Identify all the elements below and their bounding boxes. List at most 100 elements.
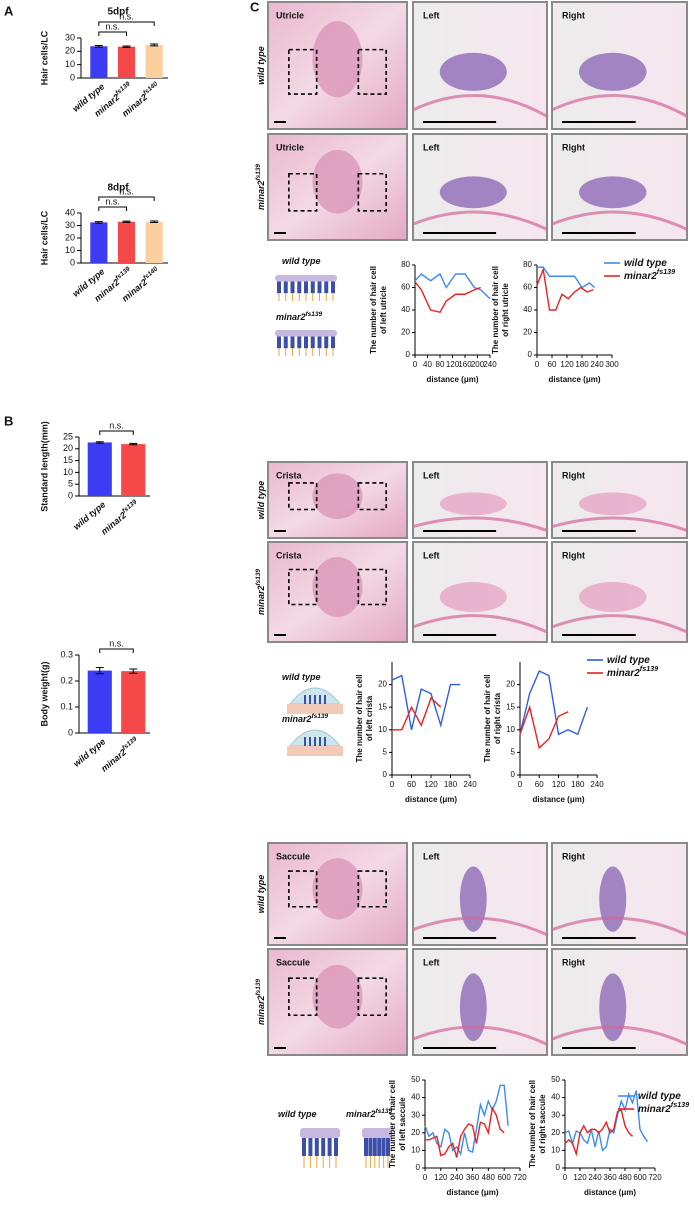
genotype-base: minar2 xyxy=(638,1104,671,1115)
genotype-label: wild type xyxy=(256,875,266,914)
x-tick-label: 60 xyxy=(535,780,544,789)
tissue xyxy=(312,473,363,519)
genotype-label: wild type xyxy=(607,655,650,666)
y-tick-label: 50 xyxy=(411,1075,420,1084)
image-label: Left xyxy=(423,957,440,967)
y-tick-label: 40 xyxy=(65,207,75,217)
bar xyxy=(90,222,108,263)
genotype-sup: fs139 xyxy=(306,311,323,318)
x-axis-label: distance (μm) xyxy=(532,795,584,804)
genotype-base: wild type xyxy=(607,655,650,666)
y-tick-label: 10 xyxy=(551,1146,560,1155)
y-axis-label: Body weight(g) xyxy=(39,662,49,727)
y-axis-label: The number of hair cell xyxy=(483,674,492,762)
tissue-edge xyxy=(412,1025,548,1046)
bar xyxy=(121,671,146,733)
chart-title: 8dpf xyxy=(107,183,129,194)
schematic-cell xyxy=(297,281,302,294)
y-axis-label: of left utricle xyxy=(379,285,388,334)
significance-bracket xyxy=(98,21,155,26)
tissue xyxy=(312,149,363,214)
y-axis-label: The number of hair cell xyxy=(355,674,364,762)
x-tick-label: 0 xyxy=(423,1173,428,1182)
tissue xyxy=(579,52,647,91)
y-axis-label: Hair cells/LC xyxy=(39,210,49,265)
y-tick-label: 20 xyxy=(523,328,532,337)
x-tick-label: 60 xyxy=(548,360,557,369)
y-axis-label: of right saccule xyxy=(538,1094,547,1154)
significance-label: n.s. xyxy=(109,638,124,648)
image-label: Saccule xyxy=(276,957,310,967)
tissue xyxy=(439,52,507,91)
genotype-base: wild type xyxy=(282,672,321,682)
x-axis-label: distance (μm) xyxy=(548,375,600,384)
chart-title: 5dpf xyxy=(107,7,129,18)
x-tick-label: 240 xyxy=(588,1173,602,1182)
x-tick-label: 480 xyxy=(482,1173,496,1182)
genotype-base: wild type xyxy=(256,481,266,520)
tissue-edge xyxy=(551,1025,688,1046)
y-tick-label: 20 xyxy=(378,680,387,689)
x-tick-label: 180 xyxy=(571,780,585,789)
schematic-cell xyxy=(377,1138,382,1156)
schematic-cell xyxy=(381,1138,386,1156)
x-tick-label: 120 xyxy=(434,1173,448,1182)
x-tick-label: 160 xyxy=(458,360,472,369)
genotype-sup: fs139 xyxy=(255,164,262,181)
tissue-edge xyxy=(412,94,548,118)
genotype-label: minar2fs139 xyxy=(98,498,141,537)
x-tick-label: 0 xyxy=(518,780,523,789)
y-tick-label: 40 xyxy=(523,305,532,314)
x-tick-label: 360 xyxy=(466,1173,480,1182)
y-tick-label: 20 xyxy=(65,232,75,242)
image-label: Right xyxy=(562,851,585,861)
x-tick-label: 720 xyxy=(648,1173,662,1182)
x-tick-label: 480 xyxy=(618,1173,632,1182)
tissue xyxy=(579,492,647,516)
significance-bracket xyxy=(98,206,127,211)
y-tick-label: 15 xyxy=(378,702,387,711)
error-bar xyxy=(150,220,159,223)
tissue xyxy=(312,964,363,1029)
schematic-cell xyxy=(324,336,329,349)
y-tick-label: 0.1 xyxy=(60,701,73,711)
bar xyxy=(145,221,163,263)
schematic xyxy=(300,1128,340,1168)
genotype-base: minar2 xyxy=(256,996,266,1026)
y-tick-label: 20 xyxy=(63,443,73,453)
dashed-box xyxy=(357,977,387,1017)
schematic-cell xyxy=(321,1138,326,1156)
y-tick-label: 20 xyxy=(401,328,410,337)
tissue-edge xyxy=(551,94,688,118)
significance-label: n.s. xyxy=(119,11,134,21)
image-label: Saccule xyxy=(276,851,310,861)
genotype-sup: fs139 xyxy=(121,735,138,751)
bar xyxy=(145,44,163,78)
series-line xyxy=(391,674,461,730)
y-tick-label: 0 xyxy=(68,490,73,500)
schematic-cell xyxy=(277,281,281,294)
tissue xyxy=(459,973,487,1042)
x-tick-label: 600 xyxy=(633,1173,647,1182)
bar xyxy=(87,442,112,496)
y-tick-label: 0 xyxy=(70,72,75,82)
image-label: Right xyxy=(562,142,585,152)
dashed-box xyxy=(288,172,318,212)
schematic xyxy=(287,687,343,714)
y-axis-label: Hair cells/LC xyxy=(39,30,49,85)
image-label: Crista xyxy=(276,470,303,480)
image-label: Left xyxy=(423,470,440,480)
schematic-shape xyxy=(275,275,337,282)
image-label: Left xyxy=(423,851,440,861)
x-tick-label: 360 xyxy=(603,1173,617,1182)
tissue-edge xyxy=(551,614,688,634)
series-line xyxy=(564,1090,649,1152)
schematic-cell xyxy=(302,1138,306,1156)
schematic-cell xyxy=(304,281,308,294)
image-label: Utricle xyxy=(276,142,304,152)
tissue xyxy=(599,973,627,1042)
x-tick-label: 0 xyxy=(535,360,540,369)
y-axis-label: of left crista xyxy=(365,695,374,741)
genotype-label: minar2fs139 xyxy=(638,1100,689,1115)
tissue xyxy=(459,866,487,932)
